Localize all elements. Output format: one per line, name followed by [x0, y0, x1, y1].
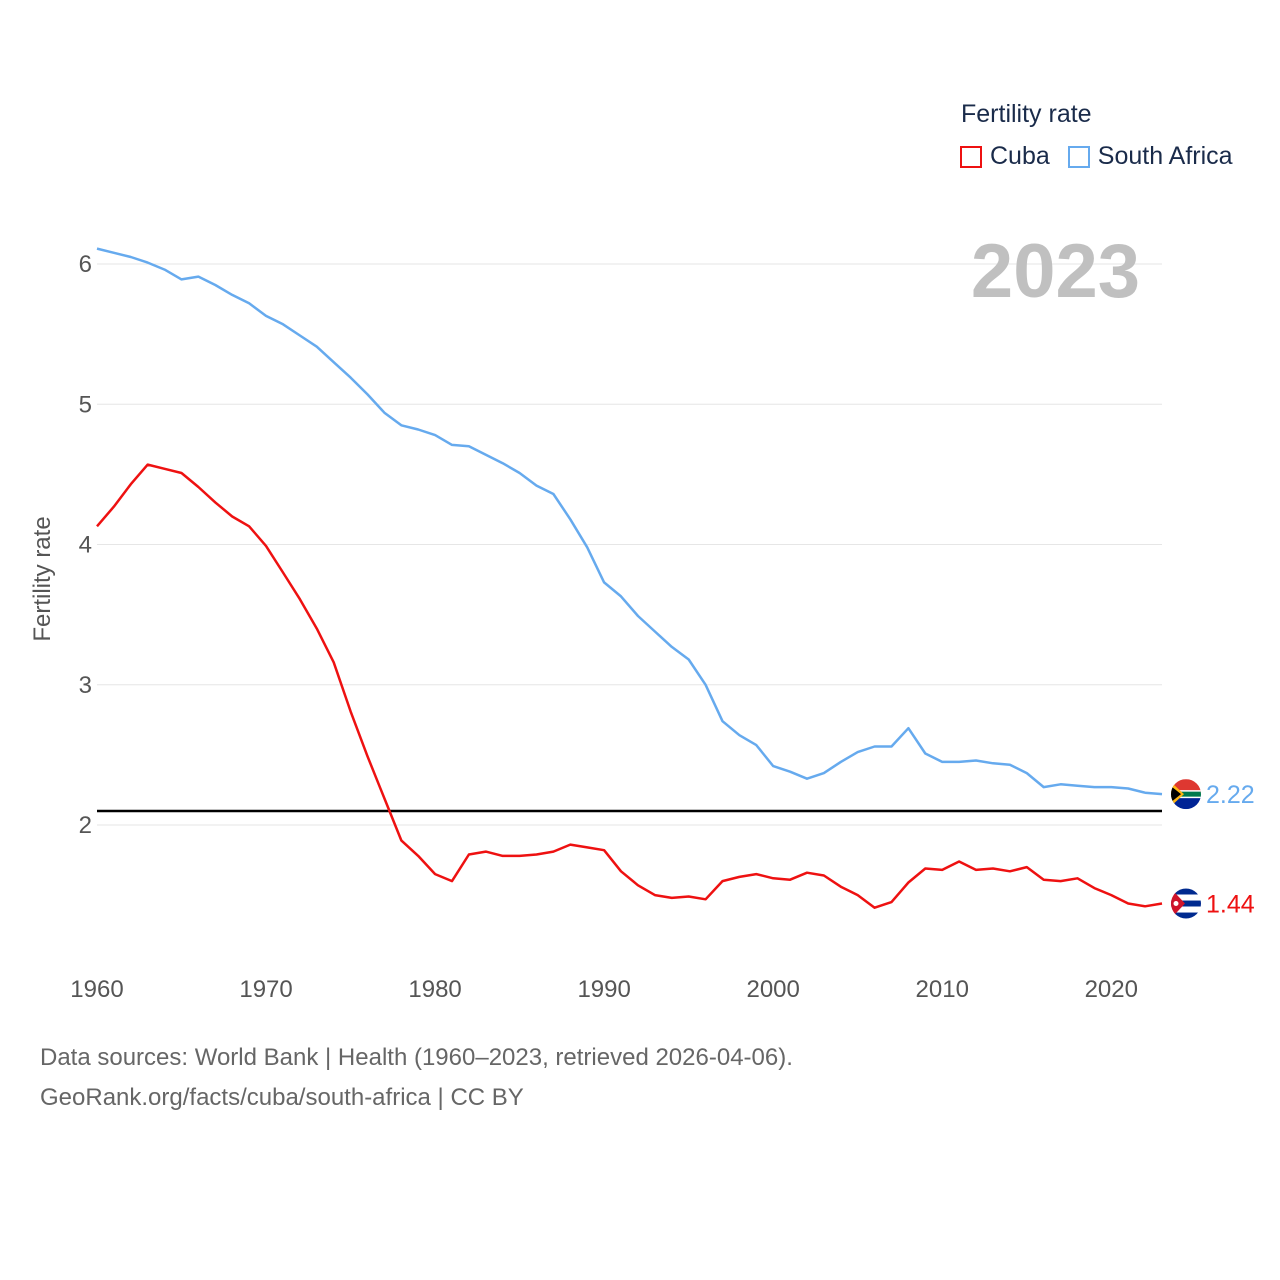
- south-africa-end-value-label: 2.22: [1206, 781, 1255, 809]
- y-tick-label: 2: [79, 812, 92, 839]
- x-tick-label: 2020: [1085, 976, 1138, 1003]
- series-line-south-africa: [96, 247, 1163, 796]
- legend: Cuba South Africa: [960, 142, 1251, 171]
- cuba-flag-icon: [1171, 888, 1201, 919]
- x-tick-label: 1990: [577, 976, 630, 1003]
- y-tick-label: 4: [79, 532, 92, 559]
- source-text: Data sources: World Bank | Health (1960–…: [40, 1044, 793, 1071]
- legend-label-cuba: Cuba: [990, 142, 1050, 170]
- legend-swatch-south-africa: [1067, 145, 1090, 168]
- legend-item-south-africa[interactable]: South Africa: [1067, 142, 1233, 171]
- y-tick-label: 3: [79, 672, 92, 699]
- y-tick-label: 6: [79, 251, 92, 278]
- legend-item-cuba[interactable]: Cuba: [960, 142, 1050, 171]
- legend-title: Fertility rate: [961, 100, 1092, 128]
- y-axis-title: Fertility rate: [29, 516, 56, 642]
- x-tick-label: 1980: [408, 976, 461, 1003]
- x-tick-label: 2000: [746, 976, 799, 1003]
- x-tick-label: 1970: [239, 976, 292, 1003]
- attribution-text: GeoRank.org/facts/cuba/south-africa | CC…: [40, 1084, 524, 1111]
- cuba-end-value-label: 1.44: [1206, 891, 1255, 919]
- series-line-cuba: [96, 463, 1163, 909]
- legend-label-south-africa: South Africa: [1097, 142, 1233, 170]
- x-tick-label: 2010: [916, 976, 969, 1003]
- south-africa-flag-icon: [1171, 779, 1201, 810]
- legend-swatch-cuba: [960, 145, 982, 168]
- x-tick-label: 1960: [70, 976, 123, 1003]
- y-tick-label: 5: [79, 391, 92, 418]
- current-year-label: 2023: [970, 229, 1140, 314]
